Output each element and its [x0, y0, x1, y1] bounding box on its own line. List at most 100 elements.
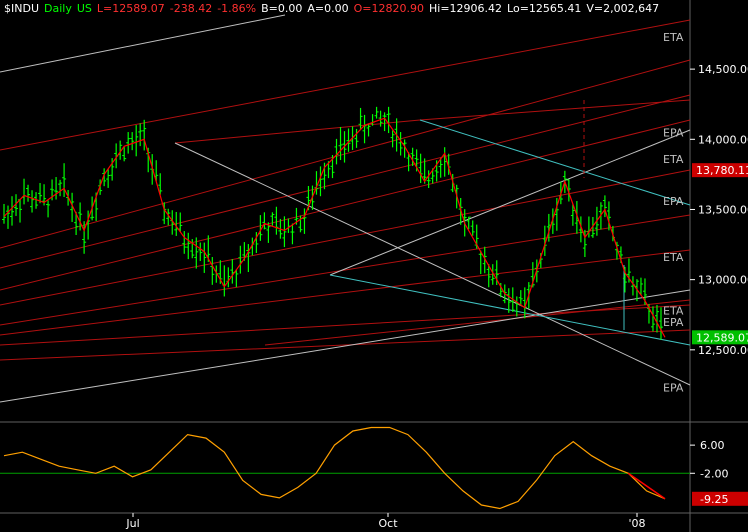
price-tick-label: 14,500.00 — [698, 63, 748, 76]
price-axis: 14,500.00 14,000.00 13,500.00 13,000.00 12,5… — [663, 31, 748, 395]
fan-line — [0, 119, 691, 291]
price-bar — [378, 110, 383, 127]
price-bar — [566, 179, 571, 202]
net-change: -238.42 — [169, 2, 213, 15]
price-bar — [298, 215, 303, 233]
price-bar — [62, 163, 67, 198]
price-bar — [374, 106, 379, 119]
projection-label: ETA — [663, 251, 684, 264]
price-bars — [2, 106, 663, 340]
time-tick-label: Oct — [378, 517, 398, 530]
price-bar — [266, 222, 271, 243]
price-bar — [290, 223, 295, 245]
price-bar — [54, 177, 59, 200]
price-bar — [102, 168, 107, 187]
price-bar — [38, 183, 43, 204]
fan-line — [0, 94, 691, 269]
osc-tick-label: -2.00 — [700, 467, 728, 480]
projection-label: ETA — [663, 305, 684, 318]
price-bar — [358, 107, 363, 131]
price-bar — [422, 158, 427, 184]
price-bar — [262, 212, 267, 230]
price-bar — [122, 146, 127, 162]
price-bar — [186, 232, 191, 260]
swing-line — [3, 117, 666, 338]
price-bar — [194, 237, 199, 269]
price-bar — [354, 128, 359, 148]
price-bar — [30, 190, 35, 213]
high-value: Hi=12906.42 — [429, 2, 503, 15]
last-price: L=12589.07 — [96, 2, 165, 15]
marker-box — [692, 163, 748, 178]
price-bar — [554, 197, 559, 231]
low-value: Lo=12565.41 — [507, 2, 582, 15]
projection-label: EPA — [663, 126, 684, 139]
price-bar — [362, 114, 367, 144]
price-bar — [470, 220, 475, 236]
price-bar — [614, 241, 619, 260]
price-bar — [606, 201, 611, 231]
price-bar — [286, 218, 291, 233]
price-bar — [274, 206, 279, 235]
price-bar — [318, 166, 323, 197]
price-bar — [182, 231, 187, 254]
projection-label: EPA — [663, 195, 684, 208]
channel-line — [329, 274, 691, 346]
price-bar — [466, 216, 471, 230]
price-bar — [222, 265, 227, 297]
price-tick-label: 13,500.00 — [698, 203, 748, 216]
price-bar — [386, 106, 391, 134]
fan-line — [0, 214, 691, 326]
price-bar — [426, 170, 431, 189]
price-bar — [390, 130, 395, 148]
price-bar — [654, 304, 659, 333]
marker-box — [692, 330, 748, 345]
price-bar — [418, 153, 423, 184]
price-bar — [142, 119, 147, 151]
projection-label: ETA — [663, 31, 684, 44]
price-bar — [282, 216, 287, 248]
price-bar — [442, 147, 447, 177]
price-bar — [658, 307, 663, 340]
fan-line — [174, 142, 691, 386]
price-tick-label: 14,000.00 — [698, 133, 748, 146]
exchange-label: US — [76, 2, 92, 15]
last-price-marker: 12,589.07 — [692, 330, 748, 345]
price-bar — [382, 112, 387, 132]
price-tick-label: 13,000.00 — [698, 274, 748, 287]
fan-line — [0, 249, 691, 336]
price-bar — [106, 168, 111, 188]
fan-line — [0, 289, 691, 403]
channel-line — [419, 119, 691, 206]
volume-value: V=2,002,647 — [586, 2, 660, 15]
price-bar — [46, 200, 51, 218]
price-bar — [78, 202, 83, 231]
price-bar — [2, 203, 6, 224]
price-bar — [126, 132, 131, 154]
price-bar — [490, 264, 495, 285]
price-bar — [582, 229, 587, 258]
price-bar — [58, 179, 63, 197]
price-bar — [14, 194, 19, 216]
price-bar — [486, 264, 491, 288]
swing-path — [3, 117, 666, 338]
time-tick-label: '08 — [628, 517, 645, 530]
price-bar — [230, 259, 235, 284]
price-bar — [270, 212, 275, 226]
percent-change: -1.86% — [217, 2, 257, 15]
symbol-label[interactable]: $INDU — [4, 2, 39, 15]
projection-label: EPA — [663, 382, 684, 395]
high-marker: 13,780.11 — [692, 163, 748, 178]
price-bar — [82, 221, 87, 254]
osc-tick-label: 6.00 — [700, 439, 725, 452]
fan-line — [419, 99, 691, 121]
price-bar — [410, 147, 415, 166]
price-bar — [438, 157, 443, 178]
price-bar — [110, 158, 115, 181]
time-axis: Jul Oct '08 — [125, 513, 646, 530]
price-bar — [226, 267, 231, 288]
price-bar — [190, 239, 195, 259]
